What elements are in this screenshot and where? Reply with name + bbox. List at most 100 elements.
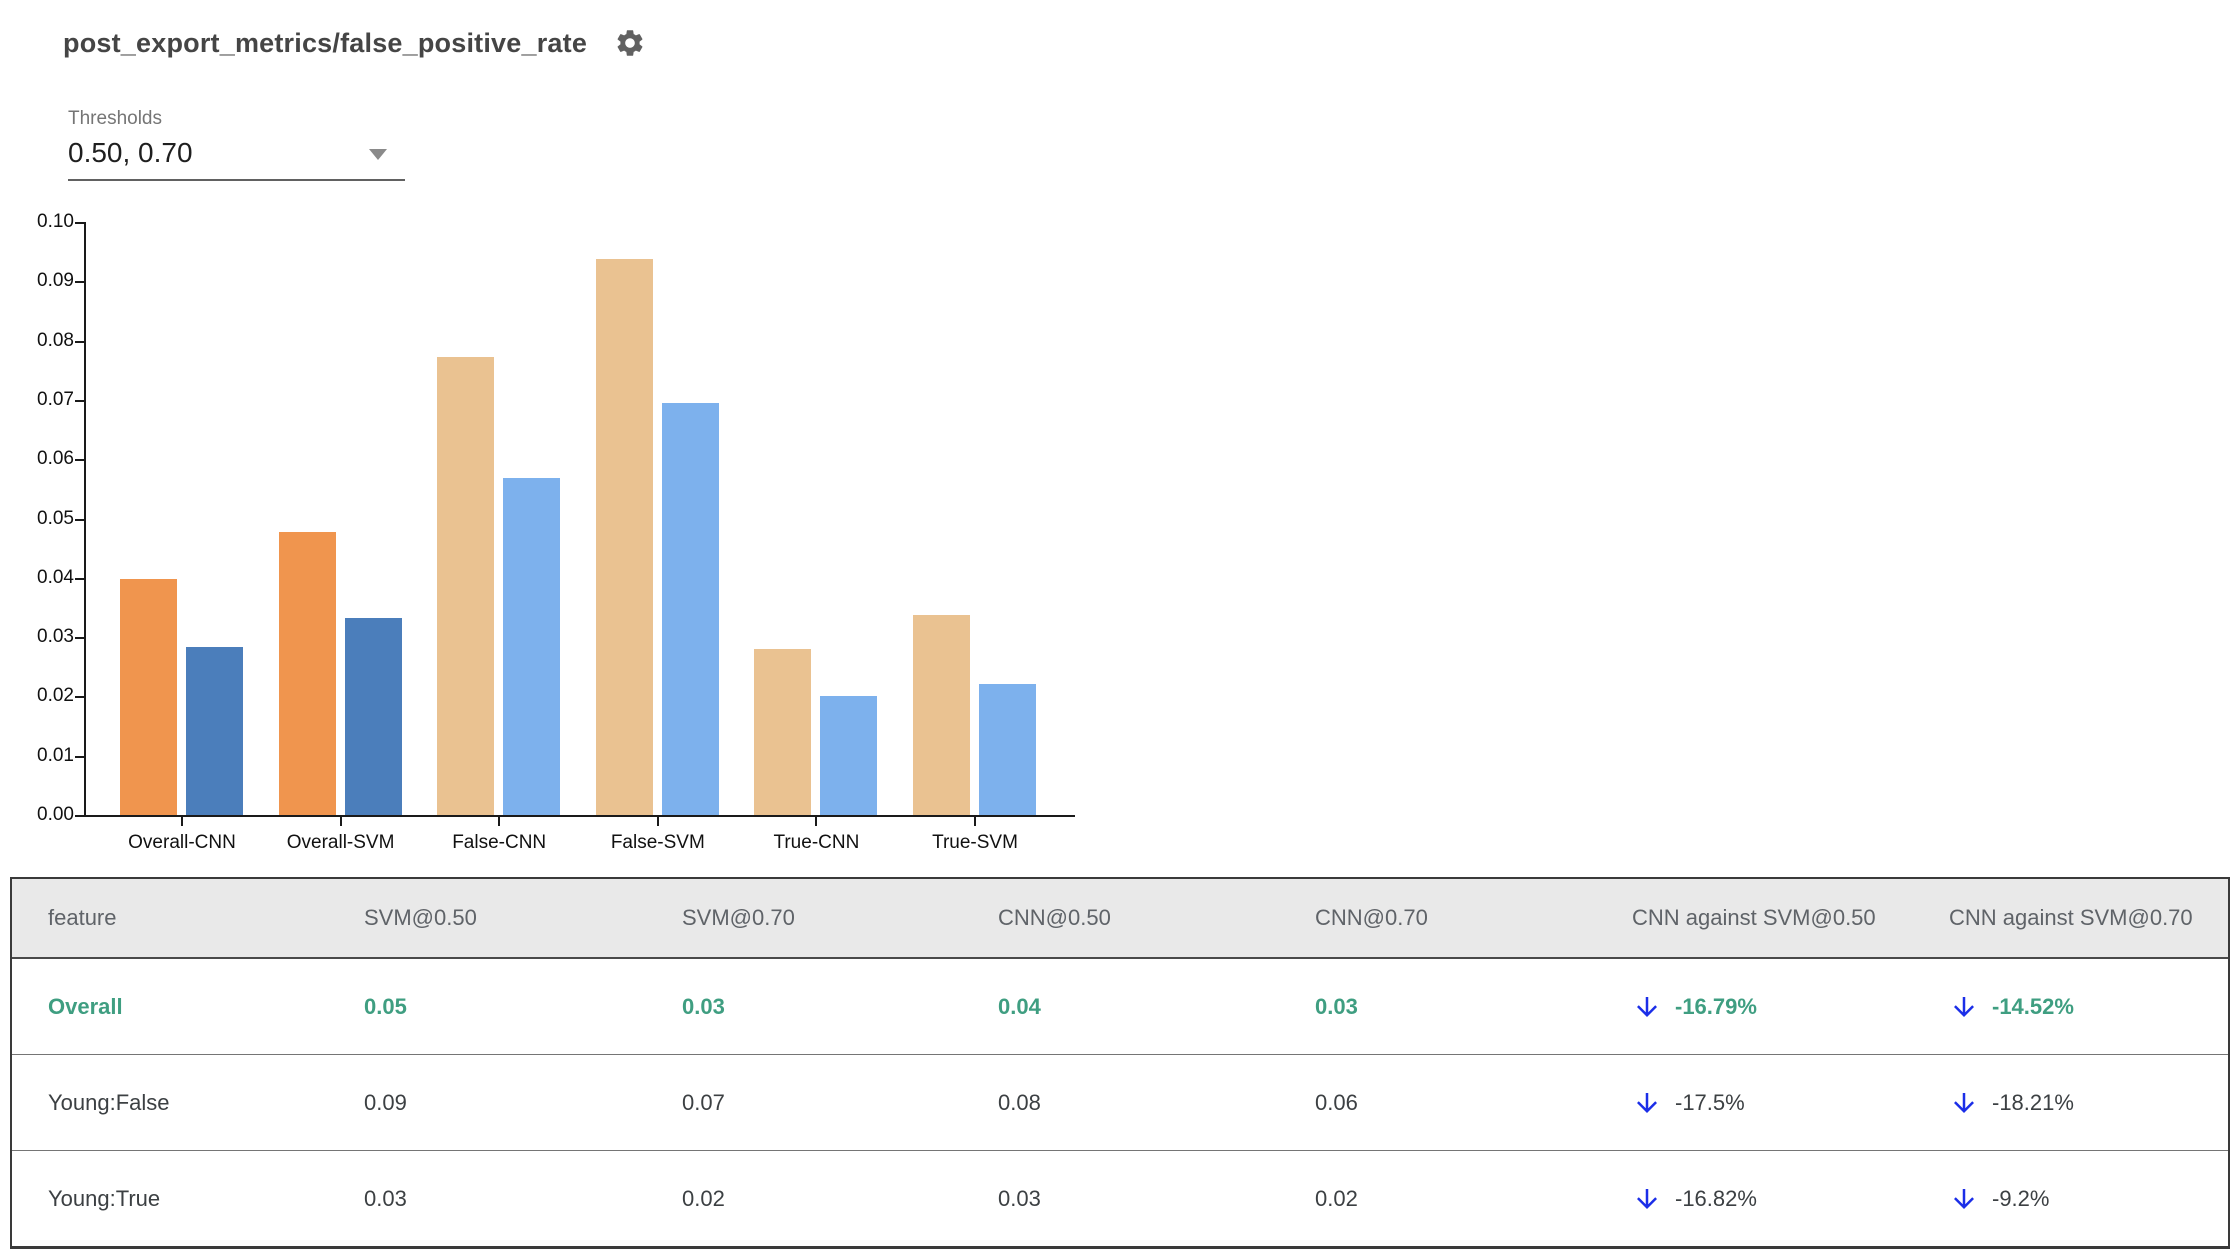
y-tick	[75, 518, 84, 521]
x-tick	[339, 817, 342, 826]
metric-value: 0.03	[364, 1185, 407, 1211]
thresholds-label: Thresholds	[68, 108, 162, 129]
metric-value: 0.02	[1315, 1185, 1358, 1211]
thresholds-value: 0.50, 0.70	[68, 137, 193, 168]
column-header: SVM@0.70	[682, 905, 795, 930]
bar[interactable]	[595, 259, 653, 815]
x-tick	[181, 817, 183, 826]
y-tick-label: 0.01	[37, 744, 74, 766]
page-title: post_export_metrics/false_positive_rate	[63, 27, 588, 58]
column-header: CNN@0.50	[998, 905, 1111, 930]
y-tick	[75, 696, 84, 699]
false-positive-rate-bar-chart: 0.00 0.01 0.02 0.03 0.04 0.05 0.06 0.07 0.08 0.09…	[37, 211, 1075, 853]
column-header: CNN against SVM@0.70	[1949, 905, 2193, 930]
arrow-down-icon	[1954, 1092, 1974, 1113]
y-tick	[75, 637, 84, 640]
y-tick-label: 0.05	[37, 507, 74, 529]
metrics-table: feature SVM@0.50 SVM@0.70 CNN@0.50 CNN@0.70 C…	[10, 877, 2230, 1249]
metric-value: 0.07	[682, 1089, 725, 1115]
feature-name: Young:False	[48, 1089, 170, 1115]
column-header: feature	[48, 905, 117, 930]
x-tick	[815, 817, 818, 826]
caret-down-icon	[369, 149, 387, 160]
y-tick	[75, 399, 84, 402]
bar[interactable]	[820, 696, 878, 815]
arrow-down-icon	[1637, 1188, 1657, 1209]
delta-cell: -16.79%	[1632, 992, 1949, 1022]
y-tick	[75, 577, 84, 580]
arrow-down-icon	[1637, 1092, 1657, 1113]
y-axis-line	[84, 222, 86, 817]
y-tick-label: 0.07	[37, 388, 74, 410]
bar[interactable]	[278, 532, 336, 815]
x-tick-label: True-SVM	[932, 832, 1018, 853]
metric-value: 0.03	[1315, 993, 1358, 1019]
y-tick	[75, 459, 84, 462]
metric-value: 0.09	[364, 1089, 407, 1115]
delta-percent: -16.82%	[1675, 1185, 1757, 1211]
delta-cell: -9.2%	[1949, 1184, 2228, 1214]
y-tick-label: 0.08	[37, 329, 74, 351]
y-tick-label: 0.09	[37, 270, 74, 292]
y-tick-label: 0.10	[37, 211, 74, 232]
metric-value: 0.04	[998, 993, 1041, 1019]
y-tick	[75, 815, 84, 817]
metric-value: 0.03	[998, 1185, 1041, 1211]
feature-name: Overall	[48, 993, 123, 1019]
table-header-row: feature SVM@0.50 SVM@0.70 CNN@0.50 CNN@0.70 C…	[12, 879, 2228, 959]
bar[interactable]	[503, 478, 561, 815]
column-header: CNN@0.70	[1315, 905, 1428, 930]
column-header: CNN against SVM@0.50	[1632, 905, 1876, 930]
y-tick-label: 0.03	[37, 626, 74, 648]
table-row[interactable]: Young:False 0.09 0.07 0.08 0.06 -17.5% -18.21%	[12, 1055, 2228, 1151]
metric-value: 0.03	[682, 993, 725, 1019]
bar[interactable]	[661, 403, 719, 815]
y-tick-label: 0.06	[37, 448, 74, 470]
feature-name: Young:True	[48, 1185, 161, 1211]
bar[interactable]	[120, 579, 177, 815]
bar[interactable]	[754, 649, 812, 815]
column-header: SVM@0.50	[364, 905, 477, 930]
delta-cell: -18.21%	[1949, 1088, 2228, 1118]
arrow-down-icon	[1637, 996, 1657, 1017]
metric-value: 0.02	[682, 1185, 725, 1211]
table-row[interactable]: Overall 0.05 0.03 0.04 0.03 -16.79% -14.52%	[12, 959, 2228, 1055]
x-tick-label: True-CNN	[773, 832, 860, 853]
y-tick	[75, 222, 84, 224]
y-tick-label: 0.04	[37, 566, 74, 588]
y-tick-label: 0.02	[37, 685, 74, 707]
delta-percent: -16.79%	[1675, 993, 1757, 1019]
delta-percent: -14.52%	[1992, 993, 2074, 1019]
delta-percent: -17.5%	[1675, 1089, 1745, 1115]
table-row[interactable]: Young:True 0.03 0.02 0.03 0.02 -16.82% -9.2%	[12, 1151, 2228, 1246]
y-tick	[75, 340, 84, 343]
metric-value: 0.08	[998, 1089, 1041, 1115]
delta-cell: -16.82%	[1632, 1184, 1949, 1214]
delta-percent: -18.21%	[1992, 1089, 2074, 1115]
metric-value: 0.06	[1315, 1089, 1358, 1115]
delta-cell: -14.52%	[1949, 992, 2228, 1022]
bar[interactable]	[913, 615, 970, 815]
metric-value: 0.05	[364, 993, 407, 1019]
y-tick	[75, 281, 84, 284]
panel-header: post_export_metrics/false_positive_rate	[63, 26, 647, 60]
delta-cell: -17.5%	[1632, 1088, 1949, 1118]
x-tick	[656, 817, 659, 826]
x-tick-label: Overall-CNN	[128, 832, 236, 853]
bar[interactable]	[344, 618, 402, 815]
delta-percent: -9.2%	[1992, 1185, 2050, 1211]
x-tick-label: False-SVM	[610, 832, 705, 853]
thresholds-dropdown[interactable]: Thresholds 0.50, 0.70	[68, 108, 405, 181]
y-tick-label: 0.00	[37, 804, 74, 825]
arrow-down-icon	[1954, 996, 1974, 1017]
bar[interactable]	[186, 647, 243, 815]
settings-gear-icon[interactable]	[613, 26, 647, 60]
x-tick	[974, 817, 976, 826]
bar[interactable]	[437, 357, 495, 815]
bar[interactable]	[979, 684, 1036, 815]
x-tick	[498, 817, 501, 826]
arrow-down-icon	[1954, 1188, 1974, 1209]
x-tick-label: False-CNN	[452, 832, 547, 853]
x-tick-label: Overall-SVM	[286, 832, 395, 853]
